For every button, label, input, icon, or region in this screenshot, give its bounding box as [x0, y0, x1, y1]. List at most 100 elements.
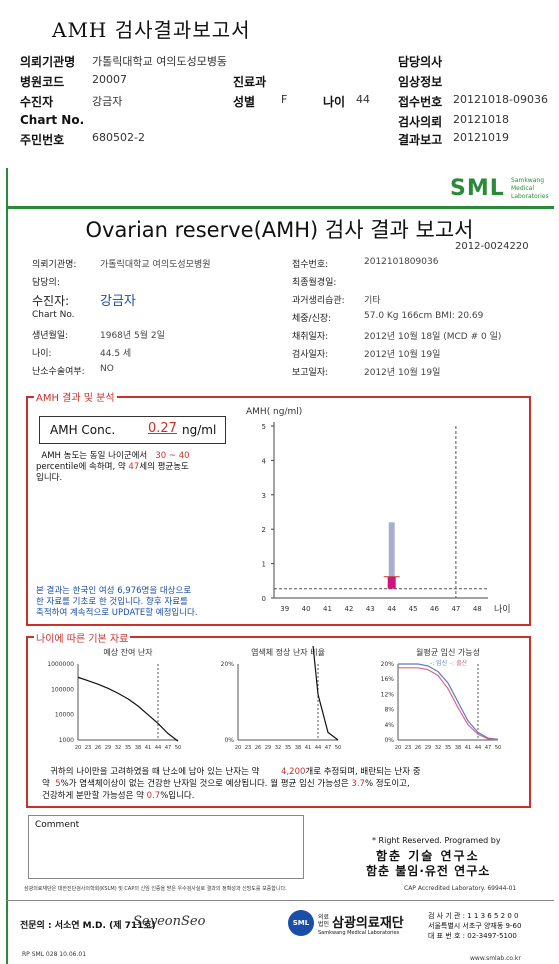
x-tick-label: 50 — [335, 745, 341, 751]
doctor-name: 전문의 : 서소연 M.D. (제 711호) — [20, 921, 156, 931]
y-tick-label: 100000 — [51, 686, 74, 693]
x-tick-label: 50 — [495, 745, 501, 751]
logo-sub-line: Samkwang — [511, 177, 544, 184]
x-tick-label: 47 — [451, 605, 460, 613]
amh-section-title: AMH 결과 및 분석 — [34, 389, 117, 404]
summary-text: % 정도이고, — [364, 779, 410, 789]
x-tick-label: 23 — [85, 745, 91, 751]
doctor-signature: SoyeonSeo — [133, 914, 206, 929]
info-label: 접수번호: — [292, 260, 329, 270]
x-tick-label: 20 — [75, 745, 81, 751]
x-tick-label: 20 — [395, 745, 401, 751]
x-tick-label: 48 — [473, 605, 482, 613]
age-section-box — [26, 636, 531, 808]
info-value: 기타 — [364, 296, 381, 306]
info-label: 보고일자: — [292, 368, 329, 378]
amh-result-box — [26, 396, 531, 626]
x-tick-label: 41 — [465, 745, 471, 751]
x-tick-label: 35 — [125, 745, 131, 751]
y-tick-label: 1000000 — [47, 661, 74, 668]
header-value: F — [281, 93, 288, 106]
header-row: Chart No. 검사의뢰 20121018 — [0, 113, 559, 131]
y-tick-label: 10000 — [55, 712, 74, 719]
summary-text: 약 — [42, 779, 50, 789]
header-row: 병원코드 20007 진료과 임상정보 — [0, 73, 559, 91]
info-value: 2012년 10월 19일 — [364, 368, 441, 378]
y-tick-label: 3 — [262, 492, 266, 500]
y-tick-label: 0% — [384, 737, 394, 744]
mini-chart-title: 염색체 정상 난자 비율 — [251, 647, 325, 657]
website: www.smlab.co.kr — [470, 955, 521, 962]
y-tick-label: 5 — [262, 423, 266, 431]
header-label: 결과보고 — [398, 133, 443, 147]
report-sheet — [6, 168, 556, 964]
x-tick-label: 32 — [115, 745, 121, 751]
desc-text: percentile에 속하며, 약 — [36, 462, 126, 472]
y-tick-label: 20% — [221, 661, 235, 668]
desc-text: 세의 평균농도 — [139, 462, 189, 472]
x-tick-label: 38 — [455, 745, 461, 751]
info-label: 검사일자: — [292, 350, 329, 360]
info-label: 과거생리습관: — [292, 296, 345, 306]
report-title: Ovarian reserve(AMH) 검사 결과 보고서 — [85, 218, 474, 242]
conc-value: 0.27 — [148, 421, 177, 436]
summary-text: 개로 추정되며, 배란되는 난자 중 — [305, 767, 421, 777]
legend-item: -: 출산 — [450, 659, 468, 667]
x-tick-label: 29 — [265, 745, 271, 751]
cap-text: CAP Accredited Laboratory. 69944-01 — [404, 885, 517, 892]
footer-divider — [6, 900, 554, 901]
header-value: 20121018 — [453, 113, 509, 126]
x-tick-label: 38 — [135, 745, 141, 751]
desc-text: 입니다. — [36, 473, 63, 483]
x-tick-label: 44 — [155, 745, 161, 751]
y-axis-label: AMH( ng/ml) — [246, 407, 302, 417]
x-tick-label: 47 — [325, 745, 331, 751]
note-line: 한 자료를 기초로 한 것입니다. 향후 자료를 — [36, 597, 188, 607]
x-tick-label: 41 — [145, 745, 151, 751]
x-tick-label: 32 — [435, 745, 441, 751]
org-name-en: Samkwang Medical Laboratories — [318, 930, 400, 936]
sml-logo-subtitle: Samkwang Medical Laboratories — [511, 177, 549, 201]
x-tick-label: 43 — [366, 605, 375, 613]
summary-text: %가 염색체이상이 없는 건강한 난자일 것으로 예상됩니다. 월 평균 임신 … — [60, 779, 349, 789]
header-label: 진료과 — [233, 75, 267, 89]
header-label: 의뢰기관명 — [20, 55, 76, 69]
x-tick-label: 44 — [315, 745, 321, 751]
note-line: 본 결과는 한국인 여성 6,976명을 대상으로 — [36, 586, 192, 596]
page-title: AMH 검사결과보고서 — [52, 18, 251, 42]
info-label: 생년월일: — [32, 331, 69, 341]
header-divider — [6, 206, 554, 209]
header-label: Chart No. — [20, 113, 85, 127]
series-line — [77, 676, 179, 742]
address-line: 검 사 기 관 : 1 1 3 6 5 2 0 0 — [428, 912, 519, 920]
series-line — [398, 667, 499, 741]
x-tick-label: 41 — [305, 745, 311, 751]
x-tick-label: 45 — [409, 605, 418, 613]
x-tick-label: 42 — [344, 605, 353, 613]
amh-description: AMH 농도는 동일 나이군에서 30 ~ 40 percentile에 속하며… — [36, 451, 236, 484]
sml-emblem-icon: SML — [288, 910, 314, 936]
certification-text: 삼광의료재단은 대한진단검사의학회(KSLM) 및 CAP의 신임 인증을 받은… — [24, 886, 287, 892]
rights-text: * Right Reserved. Programed by — [372, 836, 501, 845]
x-tick-label: 47 — [485, 745, 491, 751]
y-tick-label: 4% — [384, 722, 394, 729]
remaining-eggs-value: 4,200 — [281, 767, 306, 777]
info-value: 57.0 Kg 166cm BMI: 20.69 — [364, 311, 484, 321]
info-value: 가톨릭대학교 여의도성모병원 — [100, 260, 211, 270]
x-tick-label: 50 — [175, 745, 181, 751]
x-tick-label: 26 — [95, 745, 101, 751]
pregnancy-value: 3.7 — [351, 779, 365, 789]
header-value: 강금자 — [92, 95, 123, 108]
conc-unit: ng/ml — [182, 423, 217, 437]
header-row: 주민번호 680502-2 결과보고 20121019 — [0, 131, 559, 149]
x-tick-label: 46 — [430, 605, 439, 613]
header-label: 담당의사 — [398, 55, 443, 69]
header-label: 주민번호 — [20, 133, 65, 147]
x-tick-label: 47 — [165, 745, 171, 751]
info-value: 44.5 세 — [100, 349, 132, 359]
info-value: 2012년 10월 18일 (MCD # 0 일) — [364, 332, 502, 342]
mini-chart-title: 월평균 임신 가능성 — [416, 647, 480, 657]
x-tick-label: 29 — [425, 745, 431, 751]
header-label: 수진자 — [20, 95, 54, 109]
